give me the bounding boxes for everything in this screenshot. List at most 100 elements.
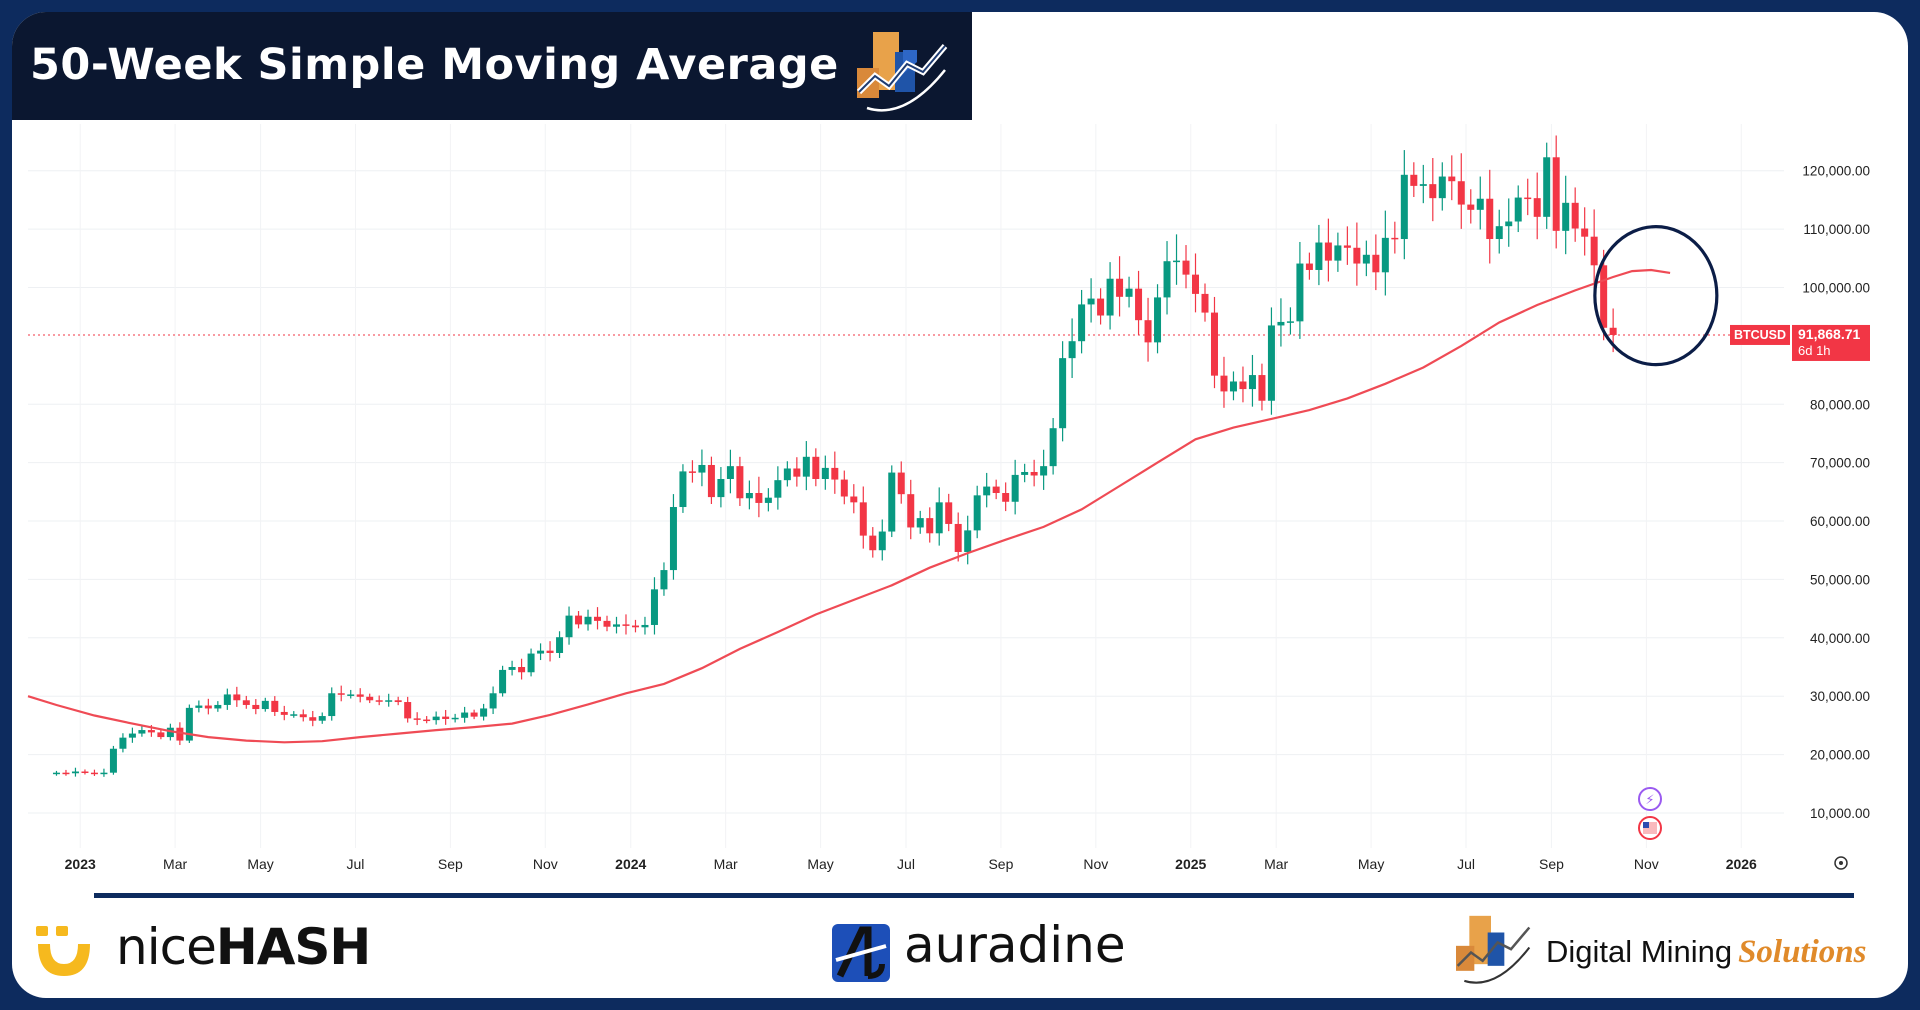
- candle-body: [736, 466, 744, 499]
- candle-body: [1049, 428, 1057, 467]
- candle-body: [1192, 274, 1200, 294]
- candle: [1324, 218, 1332, 282]
- btc-weekly-chart: 120,000.00 110,000.00 100,000.00 80,000.00 7…: [27, 124, 1870, 872]
- candle: [1353, 222, 1361, 286]
- candle: [52, 770, 60, 776]
- candle: [650, 577, 658, 635]
- candle: [575, 611, 583, 629]
- candle: [442, 709, 450, 725]
- nicehash-part1: nice: [116, 918, 217, 976]
- candle: [1590, 209, 1598, 289]
- y-tick-label: 70,000.00: [1810, 456, 1870, 471]
- y-tick-label: 120,000.00: [1802, 164, 1870, 179]
- candle: [1078, 289, 1086, 354]
- candle: [499, 665, 507, 697]
- candle: [774, 466, 782, 510]
- y-tick-label: 20,000.00: [1810, 748, 1870, 763]
- candle-body: [783, 468, 791, 481]
- candle-body: [1135, 288, 1143, 321]
- candle-body: [603, 620, 611, 627]
- candle-body: [1505, 221, 1513, 227]
- candle-body: [698, 464, 706, 473]
- title-bar: 50-Week Simple Moving Average: [12, 12, 972, 120]
- candle: [669, 494, 677, 580]
- y-tick-label: 50,000.00: [1810, 572, 1870, 587]
- candle: [1400, 150, 1408, 260]
- candle-body: [375, 700, 383, 702]
- candle-body: [1581, 228, 1589, 237]
- nicehash-wordmark: niceHASH: [116, 918, 371, 976]
- candle-body: [1457, 181, 1465, 205]
- candle-body: [992, 486, 1000, 494]
- candle: [1097, 288, 1105, 325]
- candle: [157, 729, 165, 740]
- candle: [1135, 270, 1143, 336]
- candle-body: [242, 700, 250, 705]
- candle: [916, 510, 924, 534]
- candle: [394, 696, 402, 706]
- candle-body: [556, 637, 564, 653]
- candle: [128, 727, 136, 743]
- candle: [1315, 224, 1323, 286]
- dms-mark-icon: [1456, 915, 1531, 984]
- candle-body: [935, 502, 943, 534]
- x-axis: 2023 Mar May Jul Sep Nov 2024 Mar May Jul Sep Nov 20…: [65, 856, 1757, 872]
- candle: [1552, 135, 1560, 249]
- candle: [878, 519, 886, 561]
- candle-body: [1078, 304, 1086, 342]
- candle-body: [1343, 245, 1351, 248]
- candle-body: [328, 693, 336, 717]
- x-tick-label: Mar: [163, 856, 187, 872]
- y-tick-label: 110,000.00: [1803, 222, 1870, 237]
- candle: [983, 472, 991, 508]
- candle-body: [1021, 471, 1029, 475]
- candle-body: [461, 712, 469, 718]
- candle-body: [660, 570, 668, 590]
- candles-layer: [52, 135, 1617, 777]
- candle: [764, 488, 772, 512]
- candle: [869, 527, 877, 558]
- digital-mining-solutions-logo: Digital Mining Solutions: [1456, 910, 1867, 995]
- candle: [1116, 256, 1124, 317]
- candle: [707, 456, 715, 504]
- candle: [423, 716, 431, 724]
- candle-body: [527, 653, 535, 673]
- candle-body: [100, 772, 108, 775]
- candle-body: [764, 497, 772, 503]
- candle: [1486, 169, 1494, 264]
- candle: [726, 449, 734, 494]
- candle: [223, 688, 231, 710]
- candle: [214, 701, 222, 712]
- candle-body: [470, 712, 478, 717]
- x-tick-label: 2023: [65, 856, 96, 872]
- candle: [385, 693, 393, 707]
- candle-body: [157, 732, 165, 738]
- candle: [556, 631, 564, 658]
- candle-body: [233, 694, 241, 701]
- x-tick-label: Sep: [988, 856, 1013, 872]
- candle-body: [802, 456, 810, 477]
- candle-body: [1258, 375, 1266, 401]
- candle-body: [1600, 265, 1608, 328]
- candle: [698, 449, 706, 487]
- candle-body: [707, 464, 715, 498]
- candle-body: [1059, 358, 1067, 429]
- settings-icon[interactable]: [1834, 856, 1848, 870]
- candle: [622, 614, 630, 635]
- candle-body: [252, 704, 260, 710]
- candle: [641, 616, 649, 635]
- candle: [1144, 297, 1152, 362]
- candle: [1248, 354, 1256, 407]
- candle: [404, 696, 412, 723]
- event-icons: ⚡: [1638, 787, 1662, 840]
- candle-body: [1305, 263, 1313, 270]
- candle: [62, 769, 70, 776]
- candle: [1087, 278, 1095, 323]
- candle-body: [1173, 260, 1181, 263]
- candle-body: [1448, 176, 1456, 182]
- candle-body: [1144, 320, 1152, 343]
- candle: [461, 706, 469, 723]
- y-tick-label: 80,000.00: [1810, 397, 1870, 412]
- candle: [964, 515, 972, 565]
- candle-body: [1163, 261, 1171, 298]
